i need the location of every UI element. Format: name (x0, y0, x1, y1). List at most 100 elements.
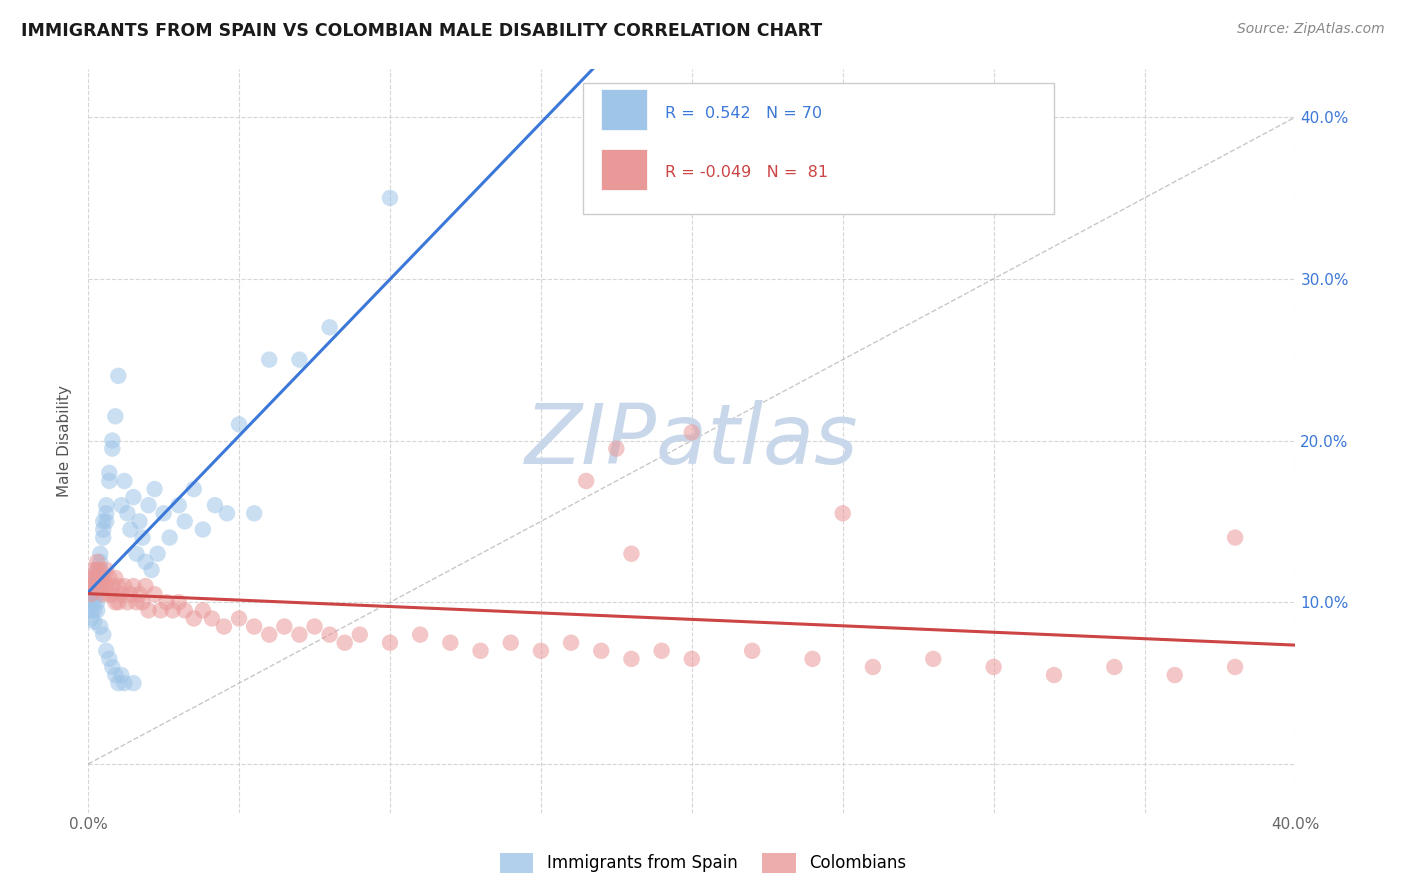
Point (96, 498, 118, 512)
Point (112, 676, 135, 690)
FancyBboxPatch shape (583, 83, 1054, 213)
Point (80, 603, 103, 617)
Point (120, 587, 142, 601)
Point (98, 466, 121, 480)
Point (156, 595, 179, 609)
Point (91, 531, 114, 545)
Point (122, 490, 145, 504)
Point (101, 587, 124, 601)
Point (86, 579, 108, 593)
Point (112, 474, 135, 488)
Point (91, 515, 114, 529)
Point (228, 611, 250, 625)
Point (83, 603, 105, 617)
Point (681, 652, 703, 666)
Text: R =  0.542   N = 70: R = 0.542 N = 70 (665, 106, 823, 120)
Point (96, 563, 118, 577)
Point (349, 627, 371, 641)
Point (91, 579, 114, 593)
Point (89, 555, 111, 569)
Point (117, 506, 139, 520)
Point (138, 603, 160, 617)
Point (560, 636, 582, 650)
Point (257, 352, 280, 367)
Point (96, 506, 118, 520)
Point (620, 652, 643, 666)
Point (104, 668, 127, 682)
Point (86, 563, 108, 577)
Point (288, 352, 311, 367)
Point (191, 523, 214, 537)
Point (173, 603, 195, 617)
Point (96, 515, 118, 529)
Point (243, 506, 266, 520)
Point (1164, 668, 1187, 682)
Point (530, 644, 553, 658)
Point (318, 627, 340, 641)
Text: ZIPatlas: ZIPatlas (524, 400, 859, 481)
Point (112, 579, 135, 593)
Point (831, 506, 853, 520)
Point (801, 652, 824, 666)
Point (101, 442, 124, 456)
Point (122, 579, 145, 593)
Point (201, 611, 224, 625)
Point (146, 547, 169, 561)
Point (288, 627, 311, 641)
Point (101, 660, 124, 674)
Point (273, 619, 295, 633)
Point (96, 579, 118, 593)
Point (98, 587, 121, 601)
Point (183, 482, 205, 496)
Point (110, 668, 132, 682)
Y-axis label: Male Disability: Male Disability (58, 384, 72, 497)
Point (86, 587, 108, 601)
Point (83, 571, 105, 585)
Point (1104, 660, 1126, 674)
Text: Source: ZipAtlas.com: Source: ZipAtlas.com (1237, 22, 1385, 37)
Text: IMMIGRANTS FROM SPAIN VS COLOMBIAN MALE DISABILITY CORRELATION CHART: IMMIGRANTS FROM SPAIN VS COLOMBIAN MALE … (21, 22, 823, 40)
Point (89, 619, 111, 633)
Point (80, 579, 103, 593)
Point (243, 619, 266, 633)
Point (89, 563, 111, 577)
Point (152, 506, 174, 520)
Point (134, 579, 156, 593)
Point (162, 603, 184, 617)
Point (98, 652, 121, 666)
Point (620, 547, 643, 561)
Point (110, 587, 132, 601)
Point (470, 644, 492, 658)
Point (141, 563, 163, 577)
Point (107, 368, 129, 383)
Point (104, 409, 127, 424)
Point (89, 563, 111, 577)
Point (91, 587, 114, 601)
Point (167, 595, 190, 609)
Point (107, 579, 129, 593)
Point (86, 555, 108, 569)
Point (96, 644, 118, 658)
Point (651, 644, 673, 658)
Point (83, 579, 105, 593)
Point (167, 498, 190, 512)
Point (741, 644, 763, 658)
Point (89, 571, 111, 585)
Point (1223, 660, 1246, 674)
Point (83, 563, 105, 577)
Point (183, 611, 205, 625)
Point (318, 320, 340, 334)
Point (143, 482, 166, 496)
Bar (602, 89, 647, 130)
Point (107, 676, 129, 690)
Point (304, 619, 326, 633)
Point (83, 571, 105, 585)
Point (128, 587, 150, 601)
Point (104, 595, 127, 609)
Point (409, 627, 432, 641)
Point (378, 191, 401, 205)
Point (862, 660, 884, 674)
Point (120, 523, 142, 537)
Point (215, 506, 238, 520)
Point (173, 515, 195, 529)
